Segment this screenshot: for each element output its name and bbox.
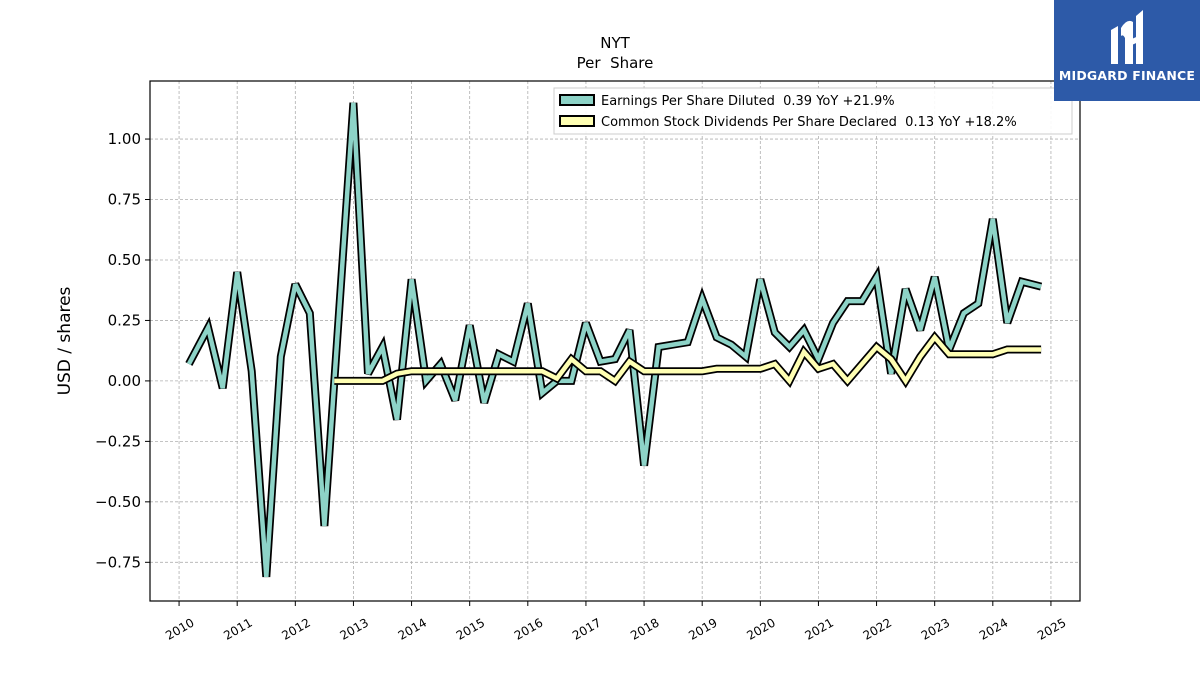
legend-label-dividends: Common Stock Dividends Per Share Declare… (601, 115, 1017, 130)
y-tick-label: 0.75 (108, 191, 141, 209)
x-tick-label: 2014 (396, 615, 429, 642)
series-line-eps (186, 102, 1042, 577)
y-tick-label: 0.25 (108, 311, 141, 329)
brand-logo: MIDGARD FINANCE (1054, 0, 1200, 101)
x-tick-label: 2011 (221, 615, 254, 642)
x-tick-label: 2019 (686, 615, 719, 642)
series-outline-eps (185, 102, 1043, 578)
x-tick-label: 2022 (861, 615, 894, 642)
y-axis: −0.75 −0.50 −0.25 0.00 0.25 0.50 0.75 1.00 (95, 130, 150, 571)
y-tick-label: −0.50 (95, 493, 141, 511)
legend-box (553, 87, 1073, 135)
x-tick-label: 2017 (570, 615, 603, 642)
y-tick-label: 1.00 (108, 130, 141, 148)
x-tick-label: 2023 (919, 615, 952, 642)
x-tick-label: 2013 (337, 615, 370, 642)
x-tick-label: 2012 (279, 615, 312, 642)
chart-title: NYT (600, 34, 630, 52)
x-tick-label: 2015 (454, 615, 487, 642)
legend-swatch-eps (559, 94, 595, 106)
x-tick-label: 2021 (802, 615, 835, 642)
logo-text: MIDGARD FINANCE (1058, 68, 1196, 83)
logo-icon (1111, 10, 1143, 64)
legend-swatch-dividends (559, 115, 595, 127)
y-tick-label: −0.25 (95, 432, 141, 450)
x-tick-label: 2010 (163, 615, 196, 642)
x-axis: 2010 2011 2012 2013 2014 2015 2016 2017 2018 2019… (163, 601, 1068, 643)
legend-label-eps: Earnings Per Share Diluted 0.39 YoY +21.… (601, 94, 895, 109)
x-tick-label: 2025 (1035, 615, 1068, 642)
legend: Earnings Per Share Diluted 0.39 YoY +21.… (553, 87, 1073, 135)
x-tick-label: 2024 (977, 615, 1010, 642)
chart-subtitle: Per Share (577, 54, 654, 72)
y-tick-label: 0.50 (108, 251, 141, 269)
series-line-dividends (334, 333, 1042, 386)
x-tick-label: 2018 (628, 615, 661, 642)
y-tick-label: −0.75 (95, 553, 141, 571)
y-tick-label: 0.00 (108, 372, 141, 390)
x-tick-label: 2020 (744, 615, 777, 642)
x-tick-label: 2016 (512, 615, 545, 642)
plot-frame (149, 80, 1081, 602)
series-layer (185, 102, 1043, 578)
y-axis-label: USD / shares (55, 286, 75, 395)
